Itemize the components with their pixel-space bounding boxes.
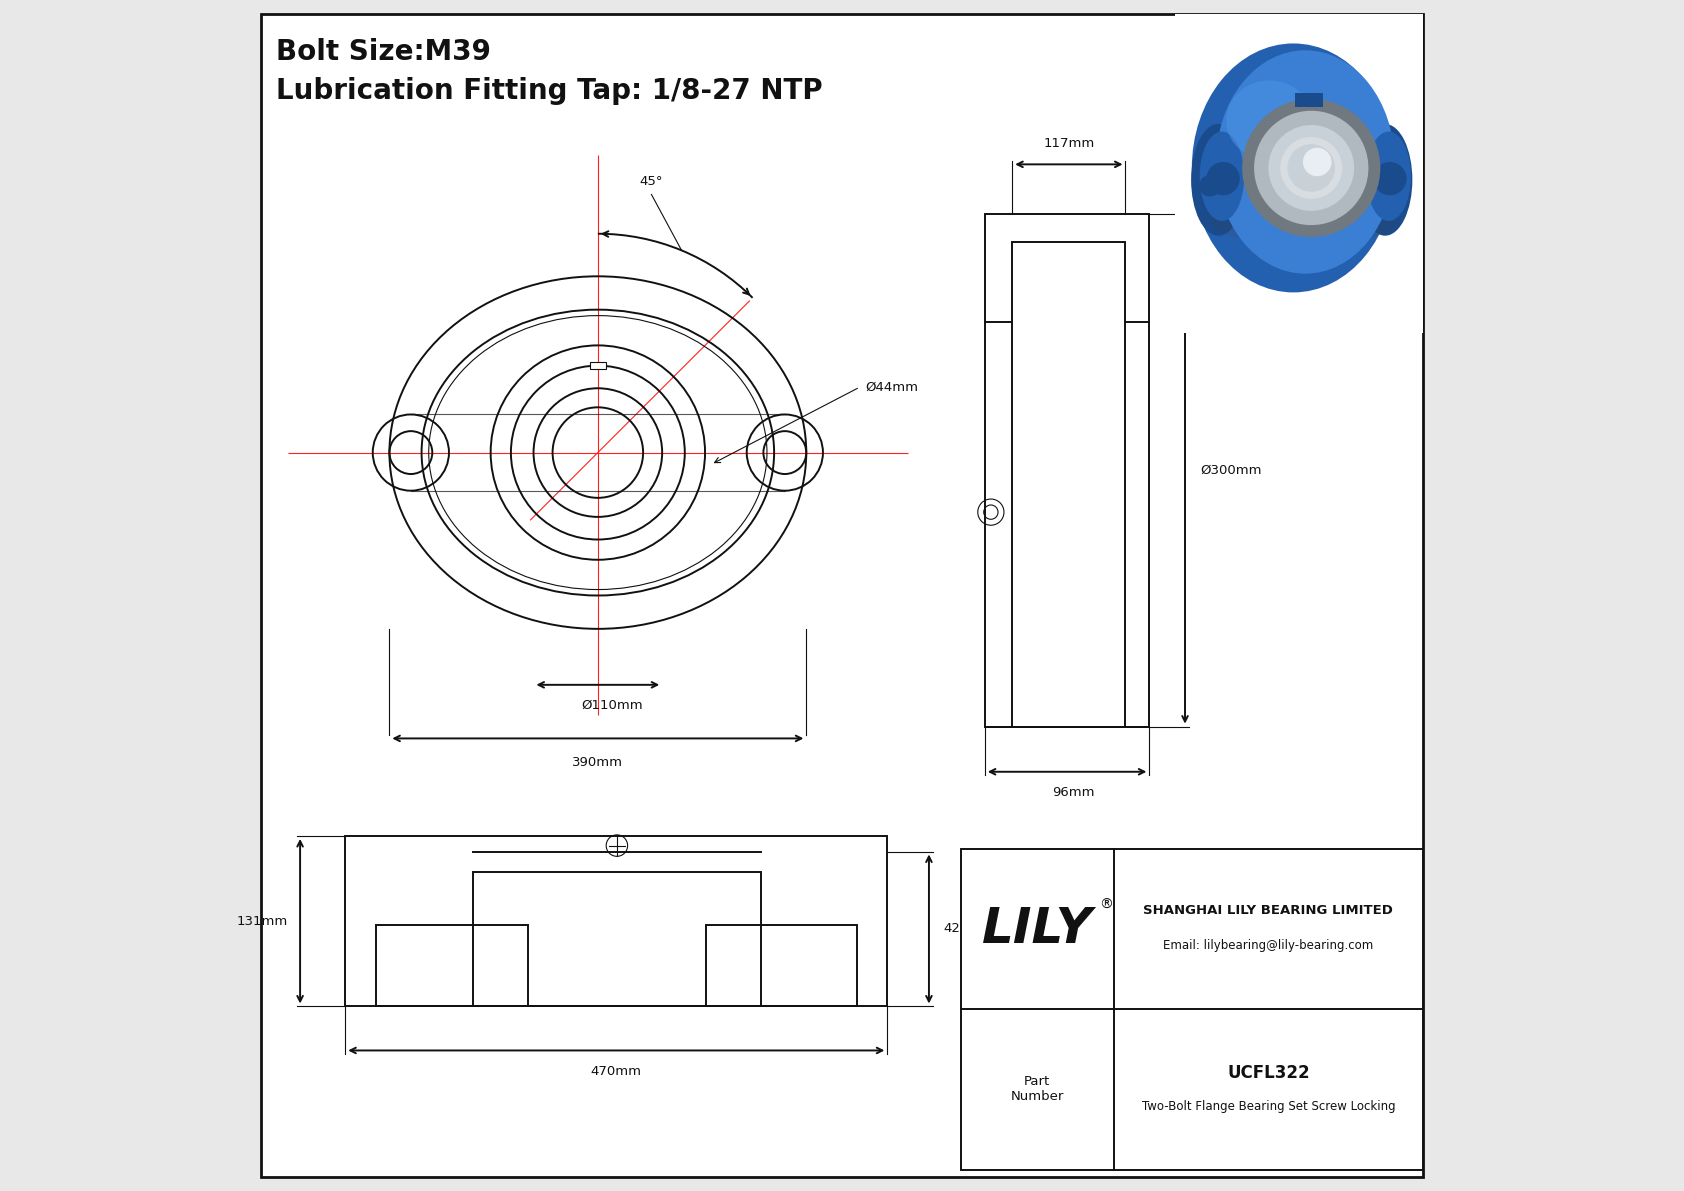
Ellipse shape	[1226, 81, 1314, 160]
Ellipse shape	[1216, 50, 1394, 274]
Text: Lubrication Fitting Tap: 1/8-27 NTP: Lubrication Fitting Tap: 1/8-27 NTP	[276, 77, 823, 106]
Text: Bolt Size:M39: Bolt Size:M39	[276, 38, 492, 67]
Bar	[1175, 14, 1423, 333]
Bar	[985, 214, 1148, 727]
Bar	[376, 925, 527, 1006]
Text: LILY: LILY	[982, 905, 1093, 953]
Bar	[1295, 93, 1324, 107]
Bar	[345, 836, 887, 1006]
Text: Ø300mm: Ø300mm	[1201, 464, 1261, 476]
Circle shape	[1243, 99, 1381, 237]
Text: Ø44mm: Ø44mm	[866, 381, 919, 393]
Bar	[1012, 242, 1125, 727]
Ellipse shape	[1191, 124, 1246, 236]
Circle shape	[1268, 125, 1354, 211]
Circle shape	[1206, 162, 1239, 195]
Ellipse shape	[1192, 43, 1394, 293]
Bar	[962, 849, 1423, 1170]
Text: ®: ®	[1100, 898, 1113, 912]
Ellipse shape	[1366, 131, 1411, 222]
Text: 117mm: 117mm	[1044, 137, 1095, 150]
Text: Ø110mm: Ø110mm	[581, 699, 643, 712]
Bar	[589, 362, 606, 369]
Ellipse shape	[1211, 198, 1398, 245]
Text: SHANGHAI LILY BEARING LIMITED: SHANGHAI LILY BEARING LIMITED	[1143, 904, 1393, 917]
Text: 390mm: 390mm	[573, 756, 623, 769]
Text: 45°: 45°	[640, 175, 663, 188]
Circle shape	[1288, 144, 1335, 192]
Circle shape	[1255, 111, 1369, 225]
Circle shape	[1280, 137, 1342, 199]
Circle shape	[1372, 162, 1406, 195]
Bar	[473, 872, 761, 1006]
Text: 42mm: 42mm	[943, 923, 985, 935]
Text: 131mm: 131mm	[237, 915, 288, 928]
Text: Part
Number: Part Number	[1010, 1075, 1064, 1104]
Text: Email: lilybearing@lily-bearing.com: Email: lilybearing@lily-bearing.com	[1164, 940, 1374, 953]
Circle shape	[1303, 148, 1332, 176]
Ellipse shape	[1199, 131, 1244, 222]
Text: UCFL322: UCFL322	[1228, 1064, 1310, 1081]
Text: Two-Bolt Flange Bearing Set Screw Locking: Two-Bolt Flange Bearing Set Screw Lockin…	[1142, 1099, 1394, 1112]
Ellipse shape	[1357, 124, 1413, 236]
Circle shape	[1293, 150, 1329, 186]
Text: 470mm: 470mm	[591, 1065, 642, 1078]
Text: 96mm: 96mm	[1052, 786, 1095, 799]
Bar	[706, 925, 857, 1006]
Circle shape	[1199, 175, 1221, 197]
